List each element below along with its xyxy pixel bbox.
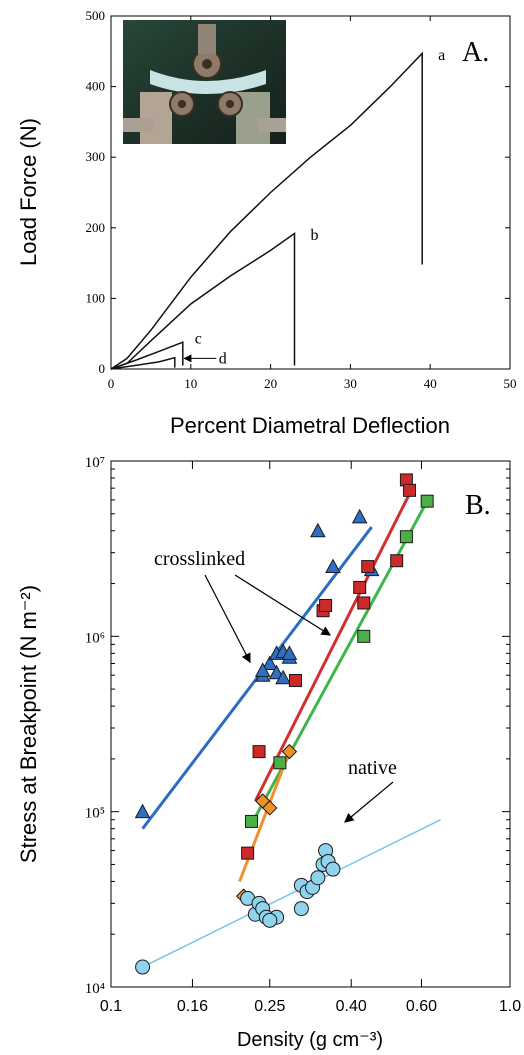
point-triangle — [275, 669, 291, 685]
point-triangle — [134, 803, 151, 819]
curve-b — [110, 231, 296, 370]
x-tick-label: 0.40 — [336, 998, 367, 1015]
y-tick-label: 500 — [86, 8, 106, 23]
panel-b-x-ticks: 0.1 0.16 0.25 0.40 0.60 1.0 — [100, 461, 521, 1015]
point-triangle — [351, 508, 368, 524]
x-tick-label: 0.25 — [254, 998, 285, 1015]
y-tick-label: 10⁶ — [85, 630, 105, 646]
point-square — [288, 673, 302, 687]
point-square — [319, 598, 333, 612]
panel-b-label: B. — [465, 490, 491, 521]
point-square — [357, 596, 371, 610]
curve-label-b: b — [311, 227, 319, 244]
y-tick-label: 400 — [86, 79, 106, 94]
x-tick-label: 0.60 — [406, 998, 437, 1015]
point-square — [357, 629, 371, 643]
point-circle — [262, 912, 278, 928]
point-square — [353, 580, 367, 594]
y-tick-label: 10⁵ — [85, 806, 105, 822]
x-tick-label: 0.16 — [177, 998, 208, 1015]
x-tick-label: 50 — [504, 376, 517, 391]
point-square — [361, 560, 375, 574]
panel-a-annotations: a b cd — [183, 47, 445, 367]
label-native: native — [348, 757, 397, 779]
curve-label-d: d — [219, 350, 227, 367]
panel-b-annotations: crosslinked native — [154, 548, 397, 823]
point-square — [390, 554, 404, 568]
point-square — [252, 745, 266, 759]
panel-a: 0 100 200 300 400 500 0 10 20 30 40 50 a b cd A. Loa… — [16, 8, 517, 438]
point-triangle — [281, 645, 298, 660]
point-square — [403, 483, 417, 497]
y-tick-label: 10⁴ — [85, 981, 105, 997]
curve-d — [110, 356, 176, 370]
fit-line-square — [250, 500, 429, 825]
point-circle — [325, 861, 341, 877]
fit-line-diamond — [238, 751, 291, 882]
panel-b-frame — [110, 460, 511, 988]
x-tick-label: 1.0 — [499, 998, 521, 1015]
y-tick-label: 0 — [99, 361, 106, 376]
panel-b-y-axis-label: Stress at Breakpoint (N m⁻²) — [16, 585, 41, 863]
point-triangle — [254, 662, 271, 677]
point-circle — [293, 901, 309, 917]
point-triangle — [325, 558, 341, 574]
panel-b: 10⁴ 10⁵ 10⁶ 10⁷ 0.1 0.16 0.25 0.40 0.60 1.0 cros… — [16, 455, 521, 1051]
label-crosslinked: crosslinked — [154, 548, 245, 570]
point-square — [241, 846, 255, 860]
arrow-crosslinked-blue — [204, 574, 251, 664]
point-square — [273, 756, 287, 770]
point-triangle — [310, 522, 326, 538]
point-circle — [310, 870, 326, 886]
x-tick-label: 30 — [344, 376, 357, 391]
point-square — [420, 494, 434, 508]
curve-c — [110, 341, 184, 370]
y-tick-label: 300 — [86, 149, 106, 164]
x-tick-label: 0.1 — [100, 998, 122, 1015]
arrow-crosslinked-red — [234, 574, 332, 636]
panel-b-x-axis-label: Density (g cm⁻³) — [237, 1029, 383, 1051]
y-tick-label: 200 — [86, 220, 106, 235]
panel-a-label: A. — [462, 37, 489, 68]
y-tick-label: 10⁷ — [85, 455, 105, 471]
x-tick-label: 40 — [424, 376, 437, 391]
panel-a-frame — [110, 15, 511, 370]
y-tick-label: 100 — [86, 290, 106, 305]
curve-a — [110, 51, 423, 370]
x-tick-label: 20 — [264, 376, 277, 391]
panel-a-y-ticks: 0 100 200 300 400 500 — [86, 8, 510, 376]
point-diamond — [262, 800, 278, 816]
point-square — [245, 814, 259, 828]
x-tick-label: 0 — [108, 376, 115, 391]
point-circle — [135, 959, 151, 975]
fit-line-circle — [142, 819, 441, 968]
panel-a-x-axis-label: Percent Diametral Deflection — [170, 413, 450, 438]
inset-photo-test-fixture — [123, 20, 286, 144]
curve-label-c: c — [195, 331, 202, 348]
arrow-native — [344, 781, 394, 823]
panel-a-x-ticks: 0 10 20 30 40 50 — [108, 16, 517, 391]
curve-label-a: a — [438, 47, 445, 64]
fit-line-square — [253, 493, 411, 802]
x-tick-label: 10 — [184, 376, 197, 391]
panel-b-points — [134, 473, 434, 975]
panel-b-y-ticks: 10⁴ 10⁵ 10⁶ 10⁷ — [85, 455, 510, 997]
point-square — [399, 530, 413, 544]
panel-a-curves — [110, 51, 423, 370]
point-triangle — [261, 655, 278, 670]
panel-a-y-axis-label: Load Force (N) — [16, 118, 41, 266]
point-diamond — [281, 743, 298, 760]
